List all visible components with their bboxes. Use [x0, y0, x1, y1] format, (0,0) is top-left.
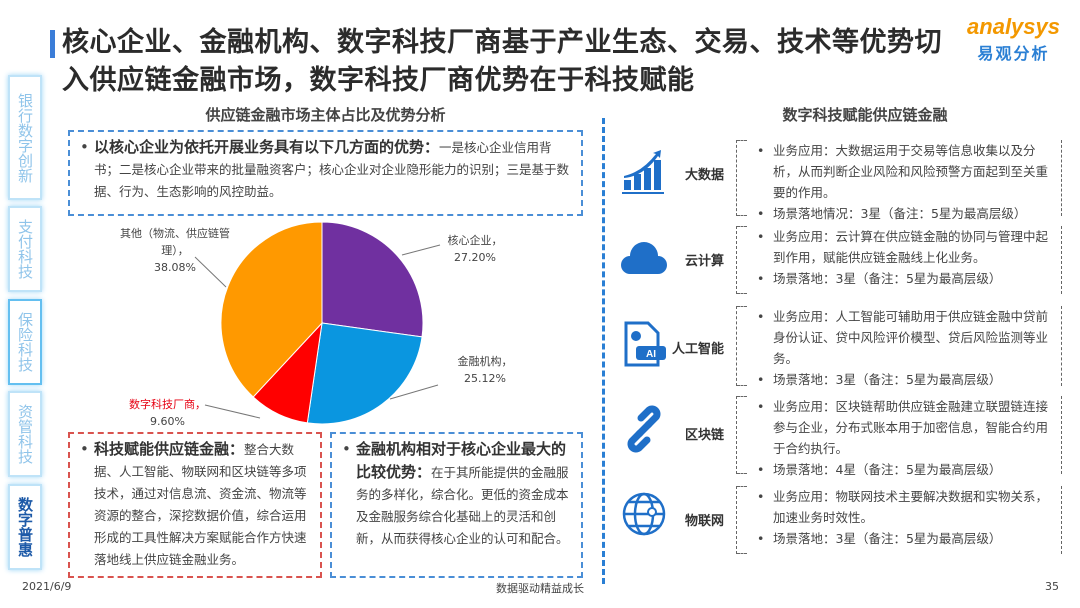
tech-label-blockchain: 区块链: [685, 428, 725, 443]
page-number: 35: [1045, 580, 1059, 593]
box-heading: 科技赋能供应链金融：: [94, 440, 245, 458]
bigdata-detail: 业务应用：大数据运用于交易等信息收集以及分析，从而判断企业风险和风险预警方面起到…: [736, 140, 1062, 224]
sidebar-item-insurance[interactable]: 保险科技: [8, 299, 42, 385]
blockchain-detail: 业务应用：区块链帮助供应链金融建立联盟链连接参与企业，分布式账本用于加密信息，智…: [736, 396, 1062, 480]
tech-label-iot: 物联网: [685, 514, 725, 529]
footer-date: 2021/6/9: [22, 580, 72, 593]
svg-text:AI: AI: [646, 349, 656, 360]
box-text: 一是核心企业信用背书；二是核心企业带来的批量融资客户；核心企业对企业隐形能力的识…: [94, 140, 570, 199]
tech-label-cloud: 云计算: [685, 254, 725, 269]
logo-en: analysys: [967, 14, 1060, 39]
bar-chart-growth-icon: [622, 150, 664, 194]
pie-label-other: 其他（物流、供应链管理）， 38.08%: [120, 227, 230, 274]
cloud-icon: [621, 242, 667, 274]
core-enterprise-advantage-box: 以核心企业为依托开展业务具有以下几方面的优势：一是核心企业信用背书；二是核心企业…: [68, 130, 583, 216]
pie-leader-line: [401, 244, 441, 256]
sidebar-item-bank[interactable]: 银行数字创新: [8, 75, 42, 200]
ai-document-icon: AI: [624, 321, 666, 367]
page-title: 核心企业、金融机构、数字科技厂商基于产业生态、交易、技术等优势切入供应链金融市场…: [62, 27, 942, 96]
left-section-title: 供应链金融市场主体占比及优势分析: [205, 106, 446, 124]
pie-label-finance: 金融机构， 25.12%: [457, 355, 513, 385]
logo-cn: 易观分析: [977, 44, 1050, 63]
pie-label-core: 核心企业， 27.20%: [447, 234, 503, 264]
chain-link-icon: [627, 405, 661, 453]
tech-empower-box: 科技赋能供应链金融：整合大数据、人工智能、物联网和区块链等多项技术，通过对信息流…: [68, 432, 322, 578]
ai-detail: 业务应用：人工智能可辅助用于供应链金融中贷前身份认证、贷中风险评价模型、贷后风险…: [736, 306, 1062, 390]
globe-network-icon: [622, 492, 666, 536]
pie-label-digital-tech: 数字科技厂商， 9.60%: [129, 398, 206, 428]
pie-slice-finance: [306, 322, 423, 425]
pie-slice-other: [220, 221, 323, 398]
footer-slogan: 数据驱动精益成长: [496, 582, 584, 595]
sidebar-item-payment[interactable]: 支付科技: [8, 206, 42, 292]
right-section-title: 数字科技赋能供应链金融: [782, 106, 948, 124]
tech-label-ai: 人工智能: [672, 342, 725, 357]
sidebar-item-inclusive[interactable]: 数字普惠: [8, 484, 42, 570]
financial-institution-box: 金融机构相对于核心企业最大的比较优势：在于其所能提供的金融服务的多样化，综合化。…: [330, 432, 583, 578]
tech-label-bigdata: 大数据: [685, 168, 725, 183]
box-heading: 金融机构相对于核心企业最大的比较优势：: [356, 440, 567, 481]
sidebar-item-asset[interactable]: 资管科技: [8, 391, 42, 477]
pie-leader-line: [204, 404, 261, 419]
section-divider: [602, 118, 605, 584]
iot-detail: 业务应用：物联网技术主要解决数据和实物关系，加速业务时效性。场景落地：3星（备注…: [736, 486, 1062, 554]
box-text: 整合大数据、人工智能、物联网和区块链等多项技术，通过对信息流、资金流、物流等资源…: [94, 442, 307, 567]
pie-leader-line: [194, 256, 227, 288]
pie-slice-core: [321, 221, 424, 338]
box-heading: 以核心企业为依托开展业务具有以下几方面的优势：: [94, 138, 440, 156]
logo: analysys 易观分析: [967, 14, 1060, 64]
pie-chart: [194, 221, 441, 425]
title-accent-bar: [50, 30, 55, 58]
box-text: 在于其所能提供的金融服务的多样化，综合化。更低的资金成本及金融服务综合化基础上的…: [356, 465, 569, 546]
cloud-detail: 业务应用：云计算在供应链金融的协同与管理中起到作用，赋能供应链金融线上化业务。场…: [736, 226, 1062, 294]
pie-leader-line: [389, 384, 439, 400]
